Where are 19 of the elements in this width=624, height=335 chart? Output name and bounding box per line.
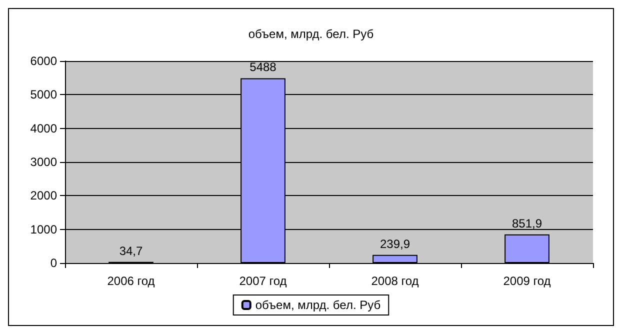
bar xyxy=(372,254,418,263)
y-tick-label: 6000 xyxy=(30,54,58,68)
y-tick-label: 1000 xyxy=(30,222,58,236)
legend-label: объем, млрд. бел. Руб xyxy=(255,298,381,312)
y-tick-label: 4000 xyxy=(30,121,58,136)
y-tick-label: 3000 xyxy=(30,155,58,169)
data-label: 5488 xyxy=(250,60,277,74)
data-label: 34,7 xyxy=(119,244,143,258)
chart-title: объем, млрд. бел. Руб xyxy=(248,27,374,41)
x-tick-label: 2006 год xyxy=(107,274,155,288)
data-label: 239,9 xyxy=(380,236,410,251)
data-label: 851,9 xyxy=(512,216,542,230)
y-tick-label: 2000 xyxy=(30,188,58,203)
x-tick-label: 2008 год xyxy=(371,274,419,288)
x-tick-label: 2009 год xyxy=(503,274,551,288)
x-tick-label: 2007 год xyxy=(239,274,287,288)
y-tick-label: 0 xyxy=(50,256,58,270)
bar xyxy=(504,234,550,263)
y-tick-label: 5000 xyxy=(30,88,58,102)
